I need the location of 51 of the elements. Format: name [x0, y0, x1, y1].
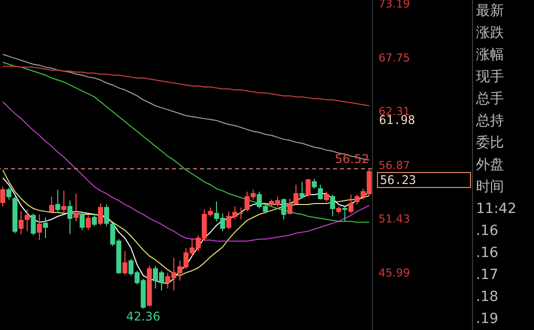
text: 总持	[475, 112, 505, 131]
candlestick	[61, 190, 66, 214]
line-series	[2, 66, 370, 106]
line-series	[2, 62, 370, 223]
candlestick	[0, 186, 6, 207]
candlestick	[49, 196, 54, 214]
candlestick	[330, 194, 336, 217]
text: 最新	[475, 2, 505, 21]
text: 11:42	[475, 200, 518, 219]
candlestick	[281, 198, 286, 220]
candlestick	[306, 178, 311, 198]
candlestick	[43, 216, 48, 239]
candlestick	[98, 203, 103, 226]
candlestick	[122, 250, 128, 276]
text: .19	[475, 310, 500, 329]
candlestick	[55, 189, 60, 212]
candlestick	[74, 193, 79, 222]
candlestick	[36, 214, 42, 241]
text: 涨跌	[475, 24, 505, 43]
candlestick	[18, 210, 24, 235]
text: 委比	[475, 134, 505, 153]
y-tick-label: 45.99	[378, 266, 410, 280]
candlestick	[318, 184, 323, 200]
candlestick	[300, 181, 305, 200]
text: 外盘	[475, 156, 505, 175]
text: .16	[475, 244, 500, 263]
text: 总手	[475, 90, 505, 109]
candlestick	[104, 204, 110, 227]
text: .18	[475, 288, 500, 307]
annotation: 42.36	[126, 310, 160, 324]
text: .17	[475, 266, 500, 285]
text: 56.23	[377, 172, 471, 188]
candlestick	[24, 208, 30, 232]
y-tick-label: 51.43	[378, 212, 410, 226]
text: 现手	[475, 68, 505, 87]
candlestick	[92, 212, 97, 227]
candlestick	[312, 178, 317, 190]
candlestick	[342, 206, 348, 222]
y-tick-label: 67.75	[378, 51, 410, 64]
candlestick	[6, 187, 12, 200]
candlestick	[86, 214, 91, 231]
text: .16	[475, 222, 500, 241]
candlestick	[67, 200, 72, 235]
annotation: 56.52	[334, 152, 370, 166]
candlestick	[30, 212, 36, 236]
candlestick	[80, 210, 85, 231]
y-tick-label: 56.87	[378, 158, 410, 172]
text: 时间	[475, 178, 505, 197]
candlestick	[348, 194, 354, 214]
candlestick	[324, 191, 329, 202]
text: 涨幅	[475, 46, 505, 65]
